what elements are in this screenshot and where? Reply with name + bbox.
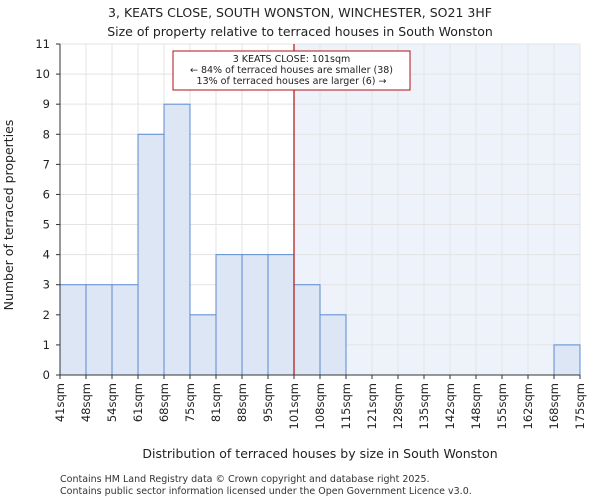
bar [319,314,347,376]
bar [215,254,243,376]
bar [293,284,321,376]
x-tick-label: 121sqm [365,383,379,429]
x-tick-label: 88sqm [235,383,249,422]
bar [111,284,139,376]
annotation-line: 13% of terraced houses are larger (6) → [197,76,387,87]
y-tick-label: 6 [43,187,50,201]
chart-title: 3, KEATS CLOSE, SOUTH WONSTON, WINCHESTE… [108,5,492,20]
x-axis-label: Distribution of terraced houses by size … [142,446,497,461]
x-tick-label: 41sqm [53,383,67,422]
x-tick-label: 75sqm [183,383,197,422]
x-tick-label: 61sqm [131,383,145,422]
property-marker: 3 KEATS CLOSE: 101sqm← 84% of terraced h… [172,44,411,375]
bar [163,103,191,376]
y-tick-label: 4 [43,248,50,262]
bar [59,284,87,376]
annotation-line: 3 KEATS CLOSE: 101sqm [233,54,351,65]
annotation-box [172,50,411,91]
y-tick-label: 2 [43,308,50,322]
y-tick-label: 9 [43,97,50,111]
chart-subtitle: Size of property relative to terraced ho… [107,24,493,39]
bar [241,254,269,376]
y-tick-label: 11 [35,37,50,51]
x-tick-label: 101sqm [287,383,301,429]
x-tick-label: 54sqm [105,383,119,422]
y-axis-label: Number of terraced properties [1,120,16,311]
x-tick-label: 81sqm [209,383,223,422]
bars [59,103,581,376]
y-tick-label: 3 [43,278,50,292]
bar [267,254,295,376]
y-tick-label: 8 [43,127,50,141]
x-tick-label: 115sqm [339,383,353,429]
footer-line-2: Contains public sector information licen… [60,486,472,497]
y-tick-label: 0 [43,368,50,382]
x-tick-label: 95sqm [261,383,275,422]
y-tick-labels: 0 1 2 3 4 5 6 7 8 9 10 11 [35,37,60,382]
x-tick-label: 48sqm [79,383,93,422]
y-tick-label: 10 [35,67,50,81]
bar [85,284,113,376]
bar [553,344,581,376]
x-tick-label: 155sqm [495,383,509,429]
x-tick-label: 142sqm [443,383,457,429]
footer-line-1: Contains HM Land Registry data © Crown c… [60,474,430,485]
x-tick-labels: 41sqm 48sqm 54sqm 61sqm 68sqm 75sqm 81sqm 88sqm… [53,375,587,429]
x-tick-label: 175sqm [573,383,587,429]
x-tick-label: 162sqm [521,383,535,429]
x-tick-label: 68sqm [157,383,171,422]
bar [189,314,217,376]
x-tick-label: 148sqm [469,383,483,429]
y-tick-label: 7 [43,157,50,171]
y-tick-label: 1 [43,338,50,352]
x-tick-label: 108sqm [313,383,327,429]
x-tick-label: 135sqm [417,383,431,429]
bar [137,133,165,376]
annotation-line: ← 84% of terraced houses are smaller (38… [190,65,393,76]
x-tick-label: 128sqm [391,383,405,429]
y-tick-label: 5 [43,218,50,232]
x-tick-label: 168sqm [547,383,561,429]
